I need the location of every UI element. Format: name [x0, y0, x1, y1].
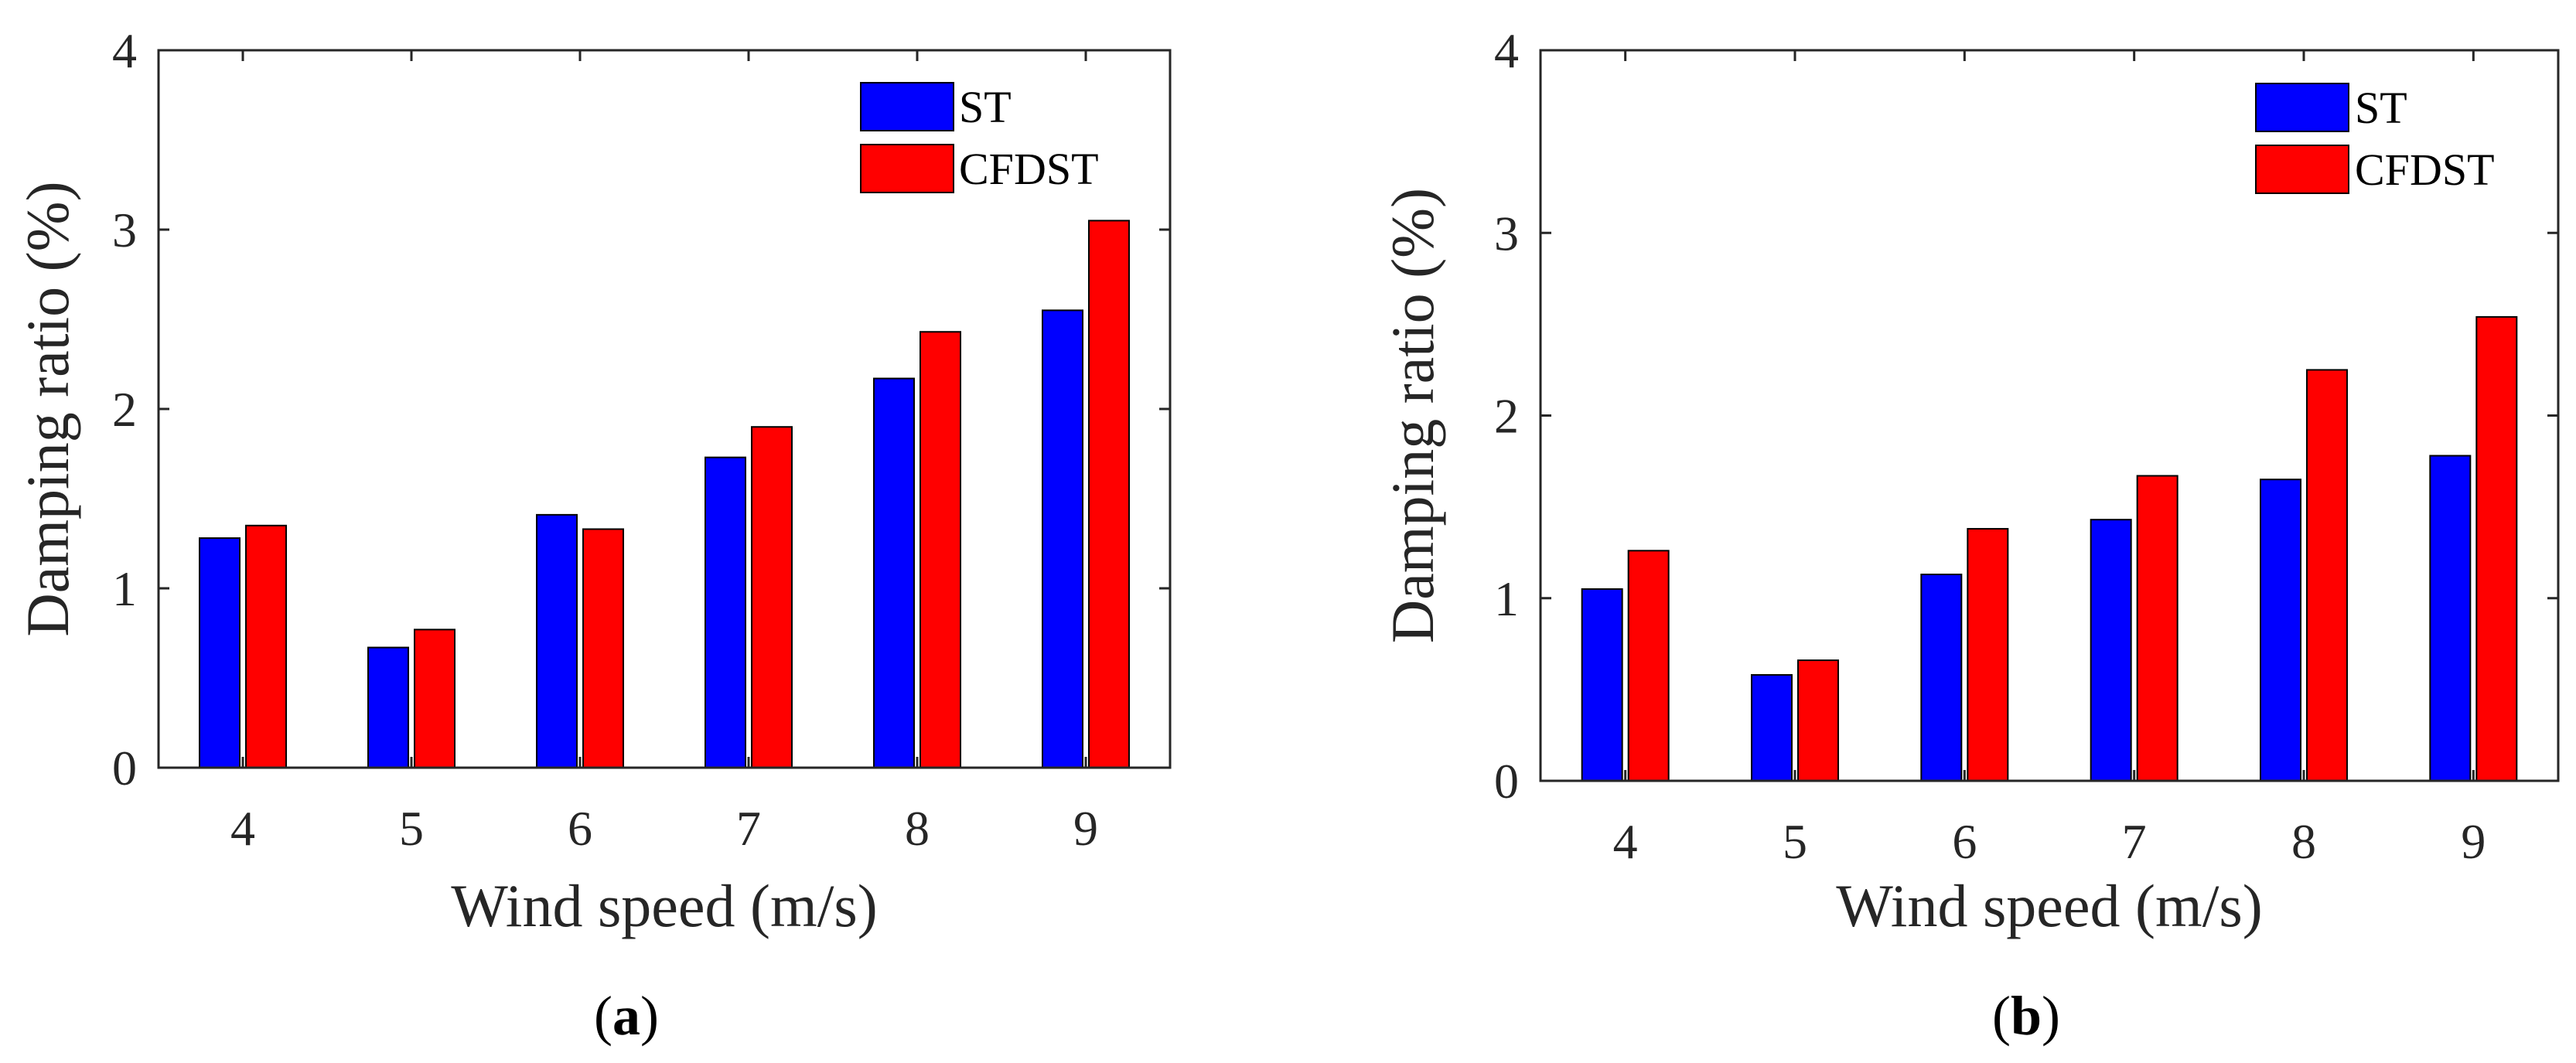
x-tick-label: 8 — [905, 801, 930, 856]
y-tick-label: 1 — [1494, 571, 1519, 626]
y-tick-label: 0 — [1494, 754, 1519, 809]
bar-cfdst-7 — [2136, 475, 2179, 782]
x-tick-label: 6 — [1952, 814, 1977, 869]
x-tick-label: 5 — [399, 801, 424, 856]
bar-st-8 — [2260, 479, 2301, 782]
bar-st-8 — [873, 377, 915, 768]
bar-cfdst-4 — [245, 524, 287, 768]
bar-st-4 — [1581, 588, 1623, 782]
bar-st-5 — [367, 646, 409, 768]
legend-label-cfdst: CFDST — [959, 144, 1099, 194]
bar-cfdst-8 — [920, 331, 961, 768]
bar-st-5 — [1751, 673, 1793, 782]
bar-st-7 — [2090, 519, 2132, 782]
legend-label-st: ST — [959, 82, 1012, 132]
x-tick-label: 8 — [2291, 814, 2316, 869]
y-tick-label: 0 — [112, 741, 137, 796]
legend-swatch-cfdst — [860, 144, 954, 193]
bar-cfdst-9 — [1088, 220, 1130, 768]
x-tick-label: 4 — [1613, 814, 1638, 869]
bar-st-6 — [536, 513, 578, 768]
x-tick-label: 7 — [2122, 814, 2147, 869]
bar-cfdst-5 — [414, 629, 455, 768]
panel-label-a: (a) — [594, 985, 659, 1047]
y-tick-label: 1 — [112, 561, 137, 616]
x-axis-label: Wind speed (m/s) — [451, 872, 877, 939]
x-tick-label: 6 — [568, 801, 592, 856]
bar-cfdst-6 — [582, 528, 624, 768]
y-axis-label: Damping ratio (%) — [1379, 188, 1446, 643]
panel-label-b: (b) — [1992, 985, 2060, 1047]
chart-panel-b: 0 1 2 3 4 4 5 6 7 8 9 Wind speed (m/s) Damping ratio… — [1379, 23, 2560, 939]
legend-swatch-cfdst — [2255, 145, 2349, 194]
y-tick-label: 2 — [112, 382, 137, 437]
y-tick-label: 3 — [112, 203, 137, 257]
bar-cfdst-6 — [1967, 527, 2009, 782]
chart-panel-a: 0 1 2 3 4 4 5 6 7 8 9 Wind speed (m/s) Damping ratio… — [14, 23, 1172, 939]
legend: ST CFDST — [860, 82, 1099, 194]
bar-st-6 — [1920, 574, 1963, 782]
bar-st-4 — [199, 537, 241, 768]
x-axis-label: Wind speed (m/s) — [1836, 872, 2262, 939]
bar-cfdst-8 — [2306, 369, 2348, 782]
x-tick-label: 7 — [736, 801, 761, 856]
bar-cfdst-4 — [1627, 550, 1670, 782]
y-axis-label: Damping ratio (%) — [14, 181, 81, 636]
legend-label-st: ST — [2355, 83, 2407, 133]
bar-st-9 — [2429, 455, 2472, 782]
y-tick-label: 4 — [1494, 23, 1519, 78]
y-tick-label: 4 — [112, 23, 137, 78]
bar-st-9 — [1042, 309, 1083, 768]
legend-swatch-st — [860, 82, 954, 131]
bar-cfdst-7 — [751, 426, 793, 768]
x-tick-label: 9 — [2461, 814, 2486, 869]
bar-cfdst-5 — [1797, 659, 1839, 782]
y-tick-label: 2 — [1494, 389, 1519, 444]
x-tick-label: 4 — [230, 801, 255, 856]
bar-st-7 — [705, 456, 746, 768]
legend: ST CFDST — [2255, 83, 2495, 195]
x-tick-label: 5 — [1783, 814, 1807, 869]
legend-swatch-st — [2255, 83, 2349, 132]
bar-cfdst-9 — [2475, 315, 2518, 782]
x-tick-label: 9 — [1073, 801, 1098, 856]
legend-label-cfdst: CFDST — [2355, 145, 2495, 195]
y-tick-label: 3 — [1494, 206, 1519, 261]
